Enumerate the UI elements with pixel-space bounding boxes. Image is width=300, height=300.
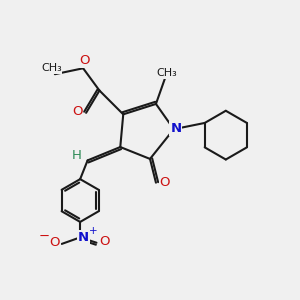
Text: O: O — [80, 54, 90, 67]
Text: O: O — [99, 235, 110, 248]
Text: CH₃: CH₃ — [41, 63, 62, 73]
Text: N: N — [78, 231, 89, 244]
Text: CH₃: CH₃ — [156, 68, 177, 78]
Text: N: N — [170, 122, 182, 135]
Text: −: − — [39, 230, 50, 243]
Text: O: O — [160, 176, 170, 189]
Text: H: H — [72, 148, 82, 162]
Text: O: O — [72, 105, 83, 118]
Text: +: + — [89, 226, 98, 236]
Text: O: O — [50, 236, 60, 249]
